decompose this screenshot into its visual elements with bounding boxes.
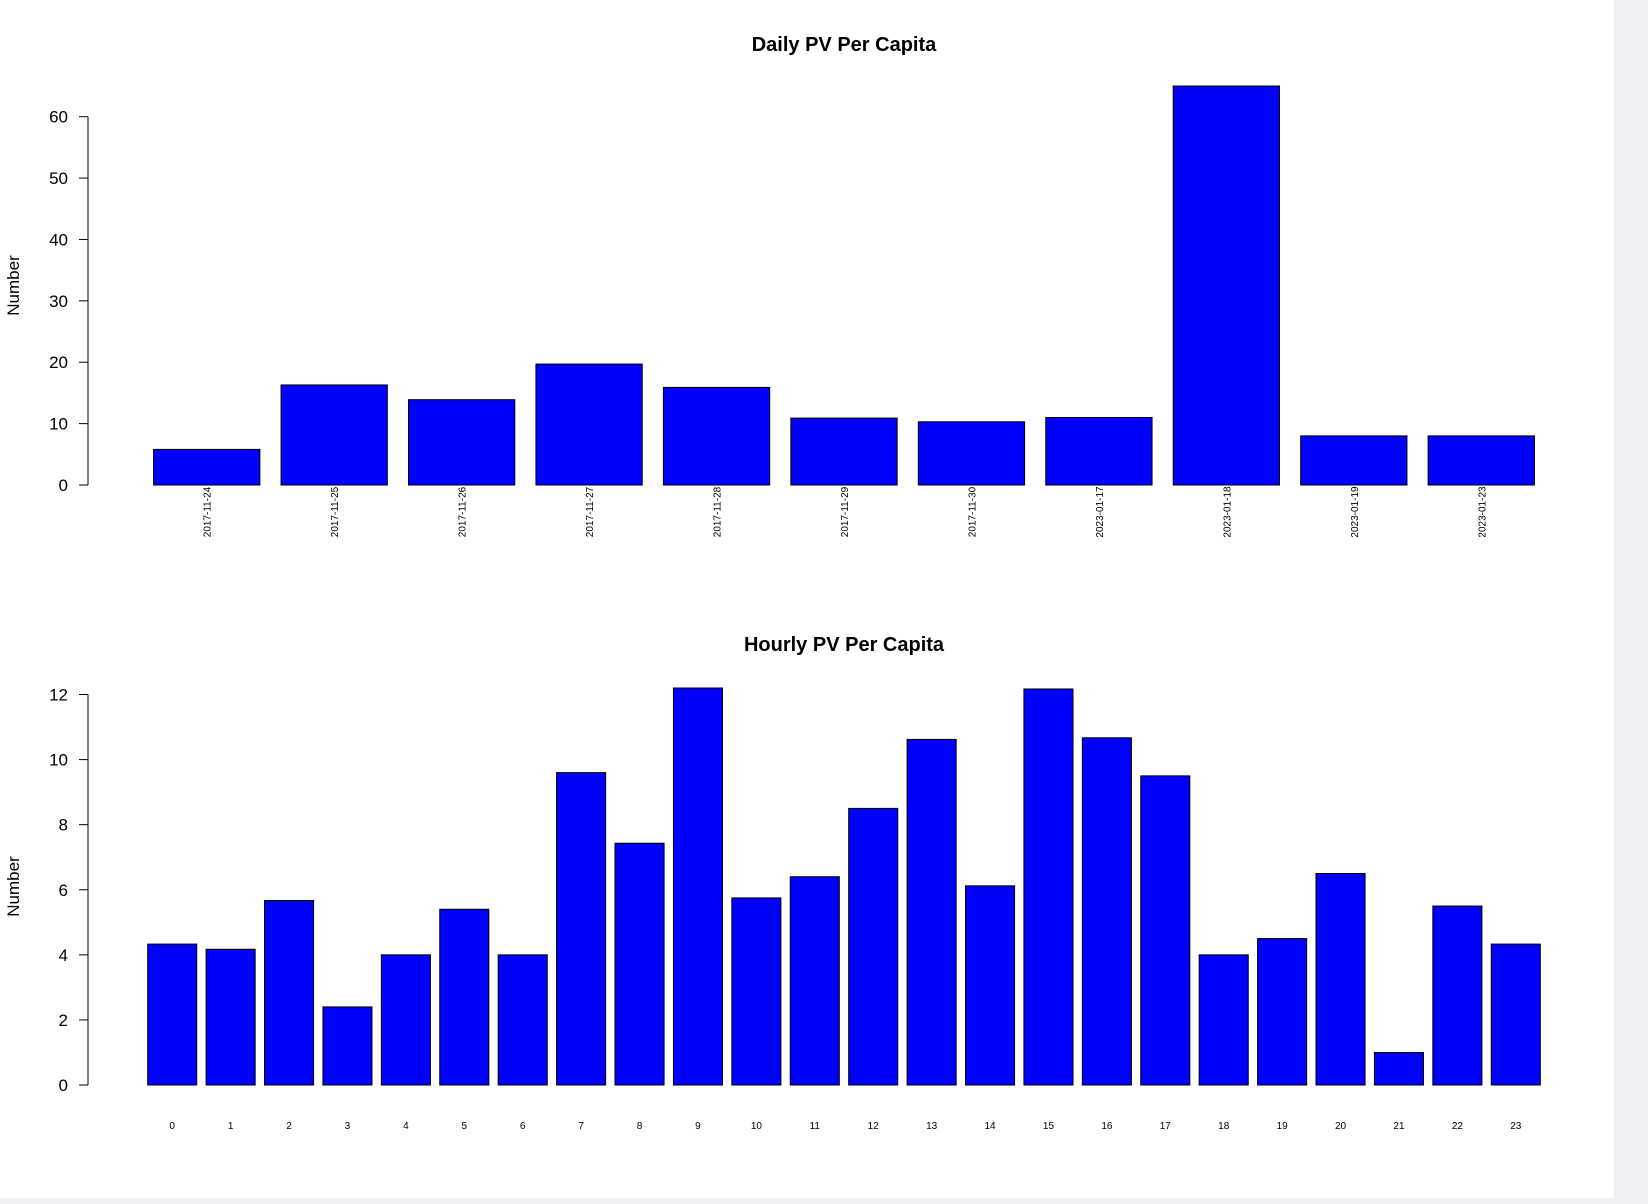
hourly-x-tick-label: 20: [1335, 1121, 1347, 1132]
hourly-bar: [848, 807, 899, 1086]
hourly-x-tick-label: 17: [1160, 1121, 1172, 1132]
daily-y-tick-label: 20: [49, 353, 68, 372]
hourly-bar: [497, 954, 548, 1086]
daily-x-tick-label: 2017-11-28: [713, 486, 724, 537]
hourly-x-tick-label: 21: [1393, 1121, 1405, 1132]
hourly-bar: [1198, 954, 1249, 1086]
daily-chart-title: Daily PV Per Capita: [752, 34, 937, 56]
hourly-bar: [1490, 943, 1541, 1086]
hourly-bar: [1315, 872, 1366, 1086]
daily-bar: [535, 363, 643, 486]
daily-bar: [153, 448, 261, 486]
hourly-y-axis-label: Number: [4, 856, 23, 917]
daily-x-tick-label: 2023-01-18: [1222, 486, 1233, 538]
daily-bar: [662, 386, 771, 486]
hourly-y-tick-label: 6: [59, 881, 68, 900]
hourly-bar: [322, 1006, 373, 1086]
hourly-x-tick-label: 0: [169, 1121, 175, 1132]
hourly-x-tick-label: 11: [810, 1121, 821, 1132]
hourly-y-tick-label: 2: [59, 1011, 68, 1030]
daily-bar: [1427, 435, 1535, 486]
plot-canvas: Daily PV Per Capita Number 0 10 20 30 40 50 60 20…: [0, 0, 1614, 1198]
hourly-y-tick-label: 0: [59, 1076, 68, 1095]
hourly-x-tick-label: 12: [868, 1121, 880, 1132]
daily-y-tick-label: 10: [49, 415, 68, 434]
daily-bar: [1300, 435, 1408, 486]
hourly-y-tick-label: 4: [59, 946, 68, 965]
hourly-x-tick-label: 22: [1452, 1121, 1464, 1132]
hourly-bar: [1373, 1051, 1424, 1086]
hourly-bar: [556, 772, 607, 1086]
hourly-x-tick-label: 19: [1277, 1121, 1289, 1132]
daily-x-tick-label: 2023-01-17: [1095, 486, 1106, 538]
hourly-x-tick-label: 13: [926, 1121, 938, 1132]
hourly-bar: [789, 876, 840, 1086]
hourly-bar: [614, 842, 665, 1086]
daily-x-tick-label: 2017-11-30: [967, 486, 978, 537]
hourly-y-tick-label: 10: [49, 751, 68, 770]
daily-x-tick-label: 2023-01-23: [1477, 486, 1488, 538]
hourly-x-tick-label: 3: [345, 1121, 351, 1132]
daily-x-tick-label: 2017-11-29: [840, 486, 851, 537]
hourly-bar: [1432, 905, 1483, 1086]
daily-y-tick-label: 60: [49, 108, 68, 127]
daily-x-tick-label: 2017-11-24: [203, 486, 214, 537]
plot-svg: Daily PV Per CapitaNumber010203040506020…: [4, 34, 1541, 1132]
daily-x-tick-label: 2017-11-25: [330, 486, 341, 537]
daily-bar: [280, 384, 388, 486]
daily-y-tick-label: 40: [49, 230, 68, 249]
hourly-x-tick-label: 8: [637, 1121, 643, 1132]
daily-bar: [790, 417, 898, 486]
hourly-bar: [1023, 688, 1074, 1086]
hourly-x-tick-label: 7: [578, 1121, 584, 1132]
hourly-bar: [906, 738, 957, 1086]
hourly-x-tick-label: 10: [751, 1121, 763, 1132]
hourly-x-tick-label: 2: [286, 1121, 292, 1132]
daily-bar: [1172, 85, 1281, 486]
hourly-bar: [1081, 737, 1132, 1086]
hourly-x-tick-label: 5: [462, 1121, 468, 1132]
hourly-chart-title: Hourly PV Per Capita: [744, 634, 945, 656]
hourly-x-tick-label: 14: [984, 1121, 996, 1132]
hourly-bar: [439, 908, 490, 1086]
hourly-bar: [731, 897, 782, 1086]
daily-x-tick-label: 2017-11-27: [585, 486, 596, 537]
hourly-x-tick-label: 15: [1043, 1121, 1055, 1132]
hourly-bar: [1257, 938, 1308, 1086]
hourly-bar: [965, 885, 1016, 1086]
daily-y-axis-label: Number: [4, 255, 23, 316]
daily-y-tick-label: 50: [49, 169, 68, 188]
hourly-bar: [672, 687, 723, 1086]
hourly-x-tick-label: 23: [1510, 1121, 1522, 1132]
hourly-bar: [147, 943, 198, 1086]
hourly-x-tick-label: 18: [1218, 1121, 1230, 1132]
hourly-x-tick-label: 1: [228, 1121, 234, 1132]
daily-x-tick-label: 2023-01-19: [1350, 486, 1361, 538]
daily-x-tick-label: 2017-11-26: [458, 486, 469, 537]
daily-bar: [1045, 416, 1153, 486]
daily-bar: [917, 421, 1026, 486]
hourly-x-tick-label: 6: [520, 1121, 526, 1132]
hourly-bar: [380, 954, 431, 1086]
hourly-bar: [1140, 775, 1191, 1086]
hourly-x-tick-label: 4: [403, 1121, 409, 1132]
hourly-x-tick-label: 9: [695, 1121, 701, 1132]
hourly-bar: [205, 948, 256, 1086]
daily-bar: [407, 399, 516, 486]
hourly-bar: [264, 899, 315, 1086]
hourly-y-tick-label: 12: [49, 686, 68, 705]
hourly-x-tick-label: 16: [1101, 1121, 1113, 1132]
daily-y-tick-label: 30: [49, 292, 68, 311]
hourly-y-tick-label: 8: [59, 816, 68, 835]
daily-y-tick-label: 0: [59, 476, 68, 495]
